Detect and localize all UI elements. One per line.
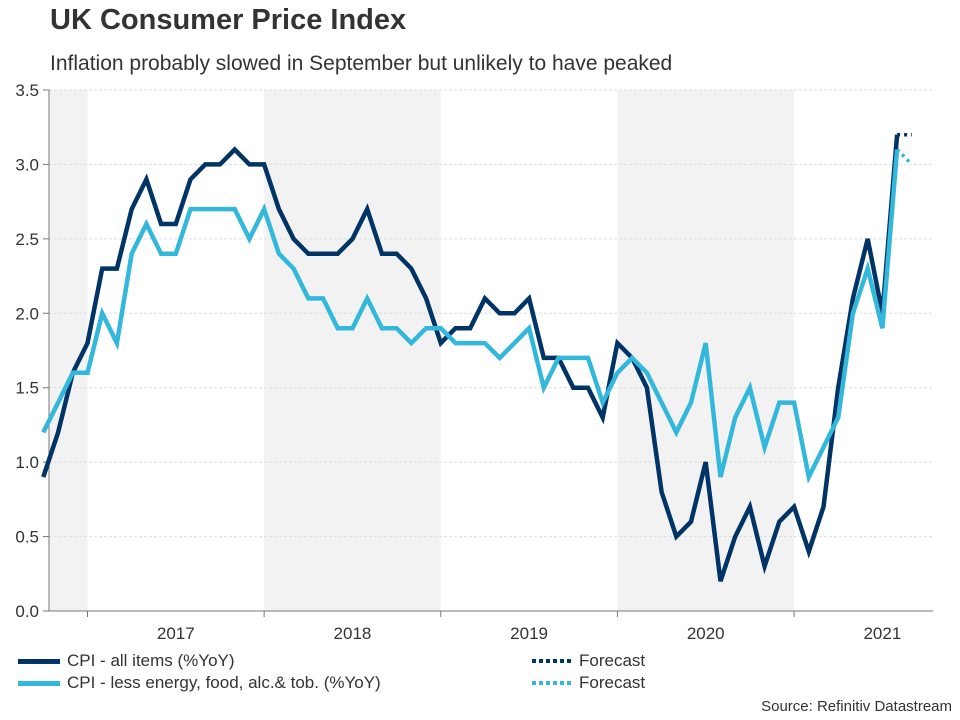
y-tick-label: 0.5 <box>15 528 39 547</box>
legend-label: CPI - less energy, food, alc.& tob. (%Yo… <box>67 673 381 692</box>
x-axis: 2017 2018 2019 2020 2021 <box>49 610 933 643</box>
shade-band-2016 <box>49 90 88 611</box>
y-tick-label: 1.5 <box>15 379 39 398</box>
legend-label: Forecast <box>579 651 646 670</box>
y-tick-label: 3.0 <box>15 155 39 174</box>
series-lines <box>41 132 914 582</box>
x-tick-label: 2020 <box>687 624 725 643</box>
y-tick-label: 2.5 <box>15 230 39 249</box>
legend-swatch-cpi-core <box>18 680 60 686</box>
x-tick-label: 2018 <box>334 624 372 643</box>
shade-band-2018 <box>264 90 441 611</box>
legend-label: Forecast <box>579 673 646 692</box>
y-axis: 0.0 0.5 1.0 1.5 2.0 2.5 3.0 3.5 <box>15 81 50 621</box>
shaded-year-bands <box>49 90 795 611</box>
legend-swatch-forecast-all <box>532 659 572 663</box>
y-tick-label: 0.0 <box>15 602 39 621</box>
y-tick-label: 1.0 <box>15 453 39 472</box>
series-line-cpi-core <box>41 149 900 484</box>
y-tick-label: 3.5 <box>15 81 39 100</box>
legend-item-forecast-core: Forecast <box>532 673 645 693</box>
legend-label: CPI - all items (%YoY) <box>67 651 235 670</box>
source-note: Source: Refinitiv Datastream <box>761 698 952 715</box>
legend-item-cpi-all: CPI - all items (%YoY) <box>18 651 235 671</box>
chart-subtitle: Inflation probably slowed in September b… <box>50 52 673 75</box>
forecast-line-cpi-core <box>895 148 914 166</box>
series-line-cpi-all <box>41 134 900 582</box>
chart-title: UK Consumer Price Index <box>50 4 407 36</box>
y-tick-label: 2.0 <box>15 304 39 323</box>
x-tick-label: 2019 <box>510 624 548 643</box>
legend-swatch-forecast-core <box>532 681 572 685</box>
x-tick-label: 2017 <box>157 624 195 643</box>
legend-item-cpi-core: CPI - less energy, food, alc.& tob. (%Yo… <box>18 673 381 693</box>
x-tick-label: 2021 <box>863 624 901 643</box>
gridlines <box>49 89 933 538</box>
legend-item-forecast-all: Forecast <box>532 651 645 671</box>
legend-swatch-cpi-all <box>18 658 60 664</box>
